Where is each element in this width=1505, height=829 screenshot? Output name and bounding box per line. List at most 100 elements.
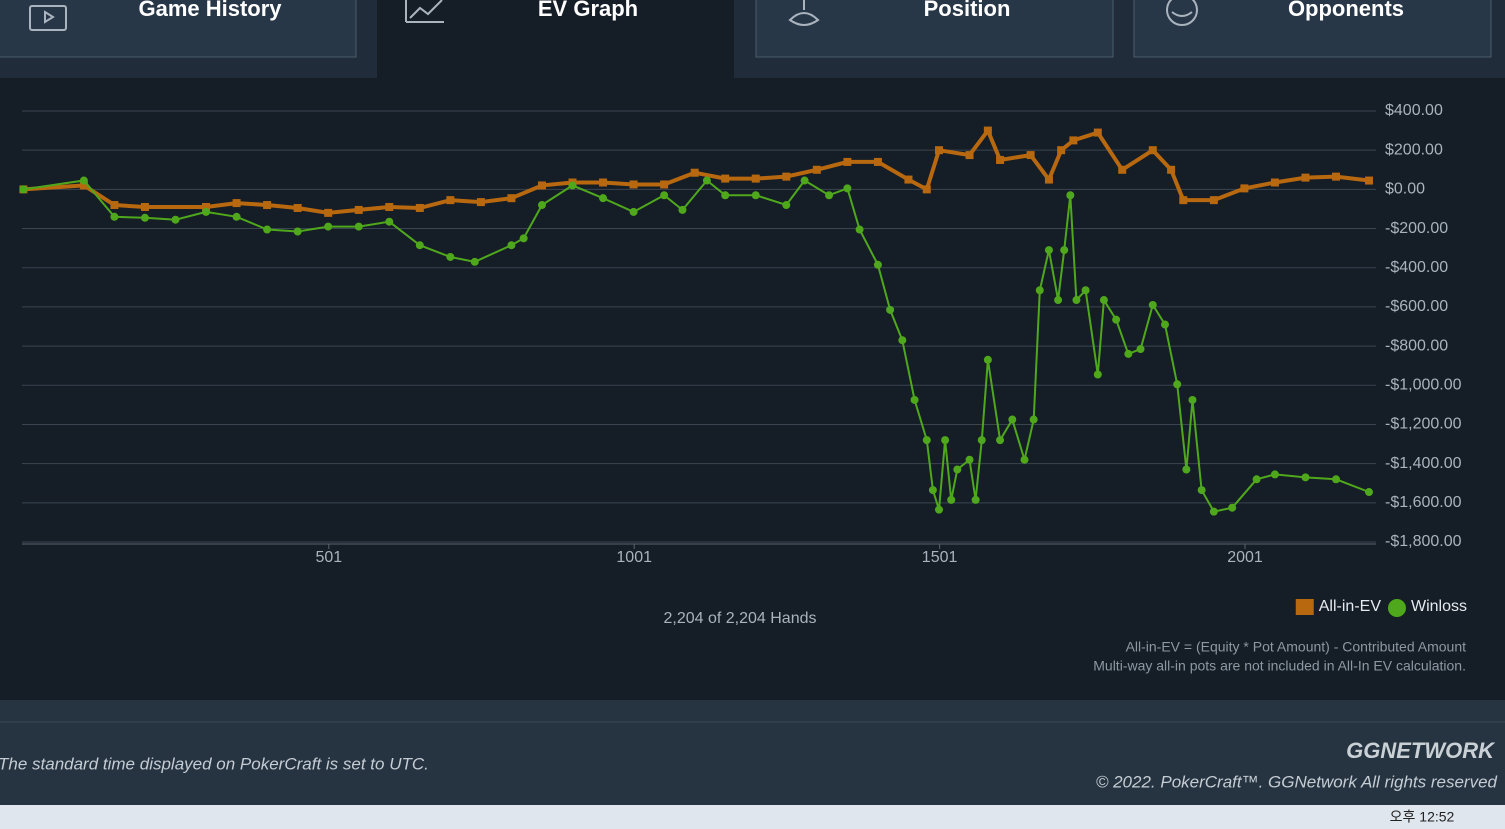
x-tick-label: 1001: [616, 549, 652, 566]
point: [1093, 370, 1102, 379]
y-tick-label: -$1,800.00: [1385, 533, 1462, 550]
point: [873, 157, 882, 166]
point: [263, 225, 272, 234]
point: [79, 181, 88, 190]
point: [965, 151, 974, 160]
point: [843, 184, 852, 193]
point: [263, 201, 272, 210]
point: [977, 436, 986, 445]
point: [599, 178, 608, 187]
point: [537, 181, 546, 190]
point: [629, 207, 638, 216]
point: [690, 168, 699, 177]
point: [702, 176, 711, 185]
point: [415, 241, 424, 250]
point: [1301, 473, 1310, 482]
point: [568, 181, 577, 190]
point: [1072, 296, 1081, 305]
point: [886, 305, 895, 314]
tab-label[interactable]: Game History: [138, 0, 282, 21]
point: [660, 180, 669, 189]
point: [996, 436, 1005, 445]
point: [232, 212, 241, 221]
point: [599, 194, 608, 203]
tab-label[interactable]: EV Graph: [538, 0, 638, 21]
point: [446, 252, 455, 261]
point: [293, 203, 302, 212]
point: [1270, 178, 1279, 187]
point: [324, 208, 333, 217]
taskbar: [0, 805, 1505, 829]
point: [324, 222, 333, 231]
tab-active[interactable]: [377, 0, 734, 78]
legend-marker: [1387, 599, 1406, 617]
point: [1026, 151, 1035, 160]
tab-label[interactable]: Position: [924, 0, 1011, 21]
point: [110, 212, 119, 221]
point: [678, 205, 687, 214]
point: [1179, 196, 1188, 205]
taskbar-clock: 오후 12:52: [1390, 809, 1455, 825]
point: [825, 191, 834, 200]
point: [385, 217, 394, 226]
point: [983, 126, 992, 135]
point: [1160, 320, 1169, 329]
point: [1173, 380, 1182, 389]
point: [1044, 246, 1053, 255]
y-tick-label: -$1,000.00: [1385, 376, 1462, 393]
point: [1136, 345, 1145, 354]
point: [171, 215, 180, 224]
point: [537, 201, 546, 210]
point: [1008, 415, 1017, 424]
point: [1148, 146, 1157, 155]
point: [1332, 172, 1341, 181]
point: [19, 185, 28, 194]
point: [79, 176, 88, 185]
point: [232, 199, 241, 208]
point: [983, 355, 992, 364]
series-line: [23, 179, 1370, 513]
point: [140, 202, 149, 211]
point: [782, 201, 791, 210]
plot: $400.00 $200.00 $0.00 -$200.00 -$400.00 -$600…: [19, 102, 1467, 617]
point: [1060, 246, 1069, 255]
footer: [0, 700, 1505, 805]
x-tick-label: 2001: [1227, 549, 1263, 566]
point: [629, 180, 638, 189]
point: [1069, 136, 1078, 145]
note: Multi-way all-in pots are not included i…: [1093, 658, 1466, 674]
point: [928, 486, 937, 495]
point: [934, 146, 943, 155]
point: [996, 155, 1005, 164]
point: [1054, 296, 1063, 305]
point: [1148, 300, 1157, 309]
point: [1081, 286, 1090, 295]
point: [110, 201, 119, 210]
point: [1029, 415, 1038, 424]
point: [1228, 503, 1237, 512]
point: [965, 455, 974, 464]
point: [507, 194, 516, 203]
point: [446, 196, 455, 205]
tab-label[interactable]: Opponents: [1288, 0, 1404, 21]
point: [1035, 286, 1044, 295]
tab[interactable]: [1133, 0, 1492, 58]
point: [947, 495, 956, 504]
y-tick-label: -$1,600.00: [1385, 494, 1462, 511]
point: [1124, 349, 1133, 358]
point: [1093, 128, 1102, 137]
point: [1057, 146, 1066, 155]
point: [202, 207, 211, 216]
tab[interactable]: [755, 0, 1114, 58]
point: [1112, 315, 1121, 324]
y-tick-label: -$600.00: [1385, 298, 1448, 315]
point: [1209, 507, 1218, 516]
y-tick-label: $400.00: [1385, 102, 1443, 119]
point: [519, 234, 528, 243]
point: [1365, 488, 1373, 497]
point: [751, 191, 760, 200]
point: [800, 176, 809, 185]
tab[interactable]: [0, 0, 357, 58]
point: [873, 260, 882, 269]
